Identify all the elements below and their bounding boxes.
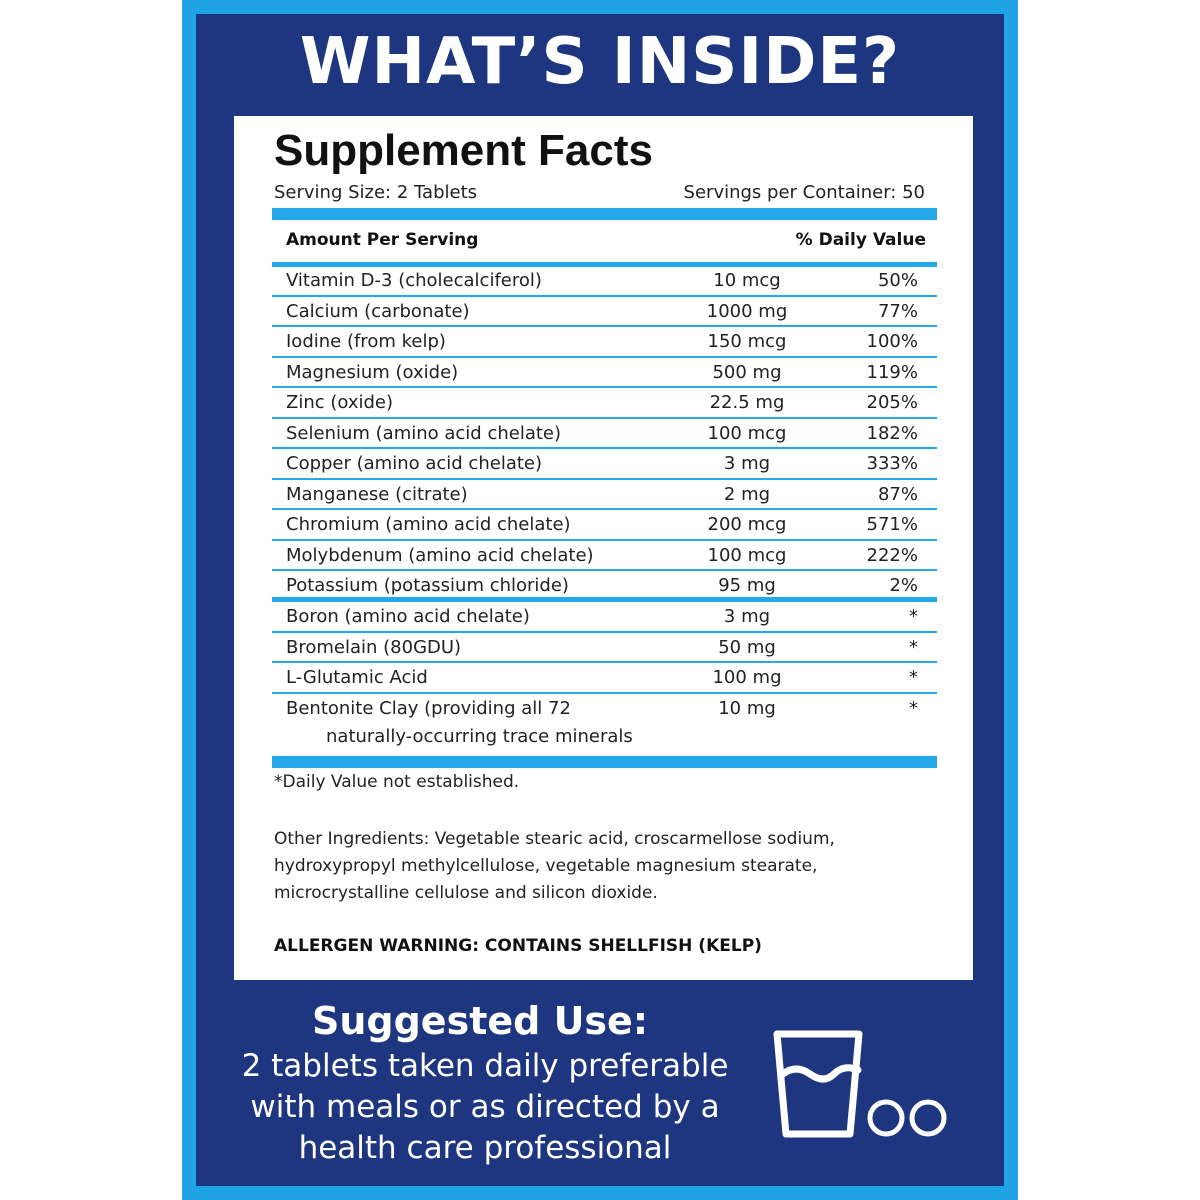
nutrient-name: Bentonite Clay (providing all 72 [286,697,571,719]
nutrient-amount: 2 mg [723,483,771,505]
nutrient-amount: 10 mg [718,697,776,719]
divider-bar [272,208,937,220]
suggested-use-line: 2 tablets taken daily preferable [241,1048,729,1084]
serving-info: Serving Size: 2 Tablets Servings per Con… [274,182,925,203]
nutrient-name: Chromium (amino acid chelate) [286,514,571,535]
nutrient-dv: 100% [866,331,918,352]
nutrient-dv: 571% [866,514,918,535]
nutrient-dv: * [909,697,918,719]
supplement-facts-panel: Supplement Facts Serving Size: 2 Tablets… [234,116,973,980]
nutrient-dv: 77% [877,300,918,322]
nutrient-amount: 500 mg [712,361,782,383]
nutrient-name: Bromelain (80GDU) [286,636,462,658]
nutrient-name: Copper (amino acid chelate) [286,453,542,474]
nutrient-amount: 100 mg [712,667,782,688]
nutrient-dv: 87% [877,483,918,505]
nutrient-dv: 50% [877,270,918,291]
nutrient-name: Vitamin D-3 (cholecalciferol) [286,270,542,291]
nutrient-amount: 3 mg [723,453,771,474]
nutrient-table: Vitamin D-3 (cholecalciferol) 10 mcg 50%… [272,266,937,752]
nutrient-name: Potassium (potassium chloride) [286,575,569,596]
nutrient-amount: 100 mcg [707,422,787,444]
nutrient-amount: 95 mg [718,575,776,596]
water-glass-icon [773,1030,863,1138]
table-row: Potassium (potassium chloride) 95 mg 2% [272,571,937,602]
table-row: Vitamin D-3 (cholecalciferol) 10 mcg 50% [272,266,937,297]
table-row: Calcium (carbonate) 1000 mg 77% [272,297,937,327]
nutrient-name: Zinc (oxide) [286,392,394,413]
servings-per-container: Servings per Container: 50 [683,182,925,203]
table-row: Zinc (oxide) 22.5 mg 205% [272,388,937,419]
nutrient-amount: 50 mg [718,636,776,658]
nutrient-dv: 182% [866,422,918,444]
nutrient-name-continued: naturally-occurring trace minerals [326,725,633,747]
nutrient-name: Selenium (amino acid chelate) [286,422,562,444]
suggested-use-text: 2 tablets taken daily preferable with me… [240,1046,730,1169]
table-row: Manganese (citrate) 2 mg 87% [272,480,937,510]
nutrient-dv: 2% [889,575,918,596]
nutrient-name: L-Glutamic Acid [286,667,428,688]
table-row: Iodine (from kelp) 150 mcg 100% [272,327,937,358]
nutrient-amount: 3 mg [723,606,771,627]
table-row: Boron (amino acid chelate) 3 mg * [272,602,937,633]
nutrient-name: Molybdenum (amino acid chelate) [286,544,594,566]
nutrient-amount: 200 mcg [707,514,787,535]
page-title: WHAT’S INSIDE? [299,25,901,99]
allergen-warning: ALLERGEN WARNING: CONTAINS SHELLFISH (KE… [274,936,762,956]
nutrient-name: Iodine (from kelp) [286,331,446,352]
amount-header: Amount Per Serving [286,230,479,250]
table-row: Chromium (amino acid chelate) 200 mcg 57… [272,510,937,541]
nutrient-amount: 10 mcg [713,270,781,291]
header-divider [272,262,937,267]
table-row: Selenium (amino acid chelate) 100 mcg 18… [272,419,937,449]
nutrient-amount: 22.5 mg [709,392,785,413]
serving-size: Serving Size: 2 Tablets [274,182,478,203]
suggested-use-line: health care professional [298,1130,672,1166]
table-row: Copper (amino acid chelate) 3 mg 333% [272,449,937,480]
table-row: Molybdenum (amino acid chelate) 100 mcg … [272,541,937,571]
table-row: Bentonite Clay (providing all 72 natural… [272,694,937,752]
supplement-facts-title: Supplement Facts [274,126,653,175]
nutrient-dv: * [909,636,918,658]
nutrient-name: Boron (amino acid chelate) [286,606,530,627]
nutrient-dv: * [909,667,918,688]
other-ingredients: Other Ingredients: Vegetable stearic aci… [274,829,835,903]
table-header: Amount Per Serving % Daily Value [286,230,926,250]
nutrient-dv: 119% [866,361,918,383]
nutrient-amount: 1000 mg [706,300,788,322]
nutrient-dv: 222% [866,544,918,566]
nutrient-dv: 205% [866,392,918,413]
nutrient-name: Magnesium (oxide) [286,361,459,383]
nutrient-amount: 100 mcg [707,544,787,566]
nutrient-dv: * [909,606,918,627]
table-row: Bromelain (80GDU) 50 mg * [272,633,937,663]
nutrient-amount: 150 mcg [707,331,787,352]
nutrient-dv: 333% [866,453,918,474]
footnote: *Daily Value not established. [274,772,520,792]
daily-value-header: % Daily Value [795,230,926,250]
suggested-use-line: with meals or as directed by a [250,1089,720,1125]
table-row: Magnesium (oxide) 500 mg 119% [272,358,937,388]
table-row: L-Glutamic Acid 100 mg * [272,663,937,694]
bottom-divider-bar [272,756,937,768]
suggested-use-title: Suggested Use: [311,999,649,1043]
nutrient-name: Manganese (citrate) [286,483,468,505]
two-tablets-icon [867,1099,947,1137]
nutrient-name: Calcium (carbonate) [286,300,470,322]
